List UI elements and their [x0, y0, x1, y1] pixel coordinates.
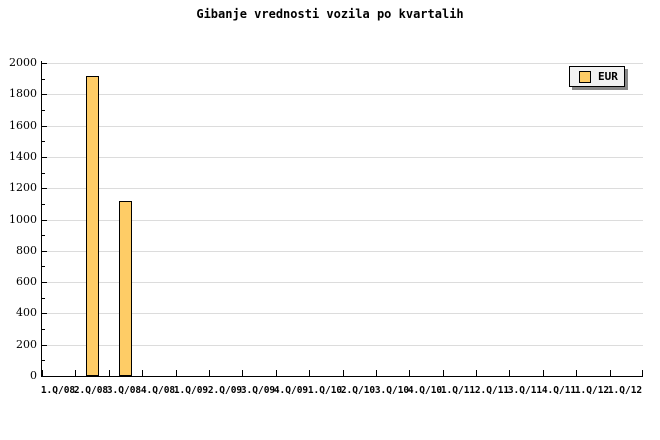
x-axis-label: 2.Q/11: [474, 385, 510, 396]
x-axis-label: 1.Q/10: [307, 385, 343, 396]
y-axis-tick: [42, 220, 47, 221]
y-axis-tick: [42, 94, 47, 95]
x-axis-tick: [75, 370, 76, 376]
gridline: [42, 188, 643, 189]
x-axis-tick: [42, 370, 43, 376]
y-axis-label: 200: [16, 338, 37, 351]
y-axis-minor-tick: [42, 141, 45, 142]
gridline: [42, 94, 643, 95]
gridline: [42, 313, 643, 314]
x-axis-tick: [242, 370, 243, 376]
x-axis-label: 4.Q/11: [541, 385, 577, 396]
x-axis-label: 1.Q/08: [40, 385, 76, 396]
y-axis-label: 1800: [9, 87, 37, 100]
gridline: [42, 345, 643, 346]
y-axis-tick: [42, 313, 47, 314]
x-axis-label: 3.Q/10: [374, 385, 410, 396]
y-axis-tick: [42, 251, 47, 252]
y-axis-tick: [42, 157, 47, 158]
x-axis-tick: [642, 370, 643, 376]
y-axis-tick: [42, 282, 47, 283]
y-axis-minor-tick: [42, 360, 45, 361]
y-axis-label: 2000: [9, 56, 37, 69]
x-axis-tick: [443, 370, 444, 376]
plot-area: [41, 61, 643, 377]
gridline: [42, 220, 643, 221]
x-axis-tick: [343, 370, 344, 376]
y-axis-tick: [42, 126, 47, 127]
x-axis-label: 1.Q/11: [440, 385, 476, 396]
y-axis-minor-tick: [42, 173, 45, 174]
y-axis-minor-tick: [42, 298, 45, 299]
x-axis-tick: [109, 370, 110, 376]
legend: EUR: [569, 66, 625, 87]
chart-title: Gibanje vrednosti vozila po kvartalih: [196, 7, 464, 21]
y-axis-minor-tick: [42, 266, 45, 267]
y-axis-label: 1600: [9, 119, 37, 132]
x-axis-tick: [476, 370, 477, 376]
x-axis-label: 3.Q/08: [106, 385, 142, 396]
y-axis-minor-tick: [42, 110, 45, 111]
x-axis-label: 2.Q/10: [340, 385, 376, 396]
legend-label: EUR: [598, 70, 618, 83]
x-axis-tick: [376, 370, 377, 376]
gridline: [42, 157, 643, 158]
y-axis-minor-tick: [42, 235, 45, 236]
y-axis-label: 800: [16, 244, 37, 257]
x-axis-label: 2.Q/08: [73, 385, 109, 396]
y-axis-minor-tick: [42, 79, 45, 80]
x-axis-label: 3.Q/11: [507, 385, 543, 396]
x-axis-tick: [509, 370, 510, 376]
x-axis-label: 4.Q/09: [273, 385, 309, 396]
y-axis-tick: [42, 345, 47, 346]
y-axis-label: 600: [16, 275, 37, 288]
bar: [86, 76, 99, 376]
legend-swatch-icon: [579, 70, 591, 83]
y-axis-label: 0: [30, 369, 37, 382]
x-axis-tick: [409, 370, 410, 376]
x-axis-label: 4.Q/08: [140, 385, 176, 396]
x-axis-tick: [209, 370, 210, 376]
gridline: [42, 251, 643, 252]
x-axis-tick: [276, 370, 277, 376]
x-axis-tick: [543, 370, 544, 376]
x-axis-label: 3.Q/09: [240, 385, 276, 396]
y-axis-label: 1200: [9, 181, 37, 194]
y-axis-label: 400: [16, 306, 37, 319]
y-axis-label: 1000: [9, 213, 37, 226]
x-axis-label: 4.Q/10: [407, 385, 443, 396]
x-axis-label: 1.Q/12: [574, 385, 610, 396]
bar: [119, 201, 132, 376]
x-axis-label: 2.Q/09: [207, 385, 243, 396]
y-axis-label: 1400: [9, 150, 37, 163]
x-axis-tick: [176, 370, 177, 376]
gridline: [42, 282, 643, 283]
gridline: [42, 126, 643, 127]
gridline: [42, 63, 643, 64]
x-axis-tick: [309, 370, 310, 376]
y-axis-tick: [42, 188, 47, 189]
x-axis-label: 1.Q/12: [607, 385, 643, 396]
x-axis-tick: [576, 370, 577, 376]
x-axis-tick: [610, 370, 611, 376]
x-axis-label: 1.Q/09: [173, 385, 209, 396]
x-axis-tick: [142, 370, 143, 376]
y-axis-minor-tick: [42, 204, 45, 205]
y-axis-minor-tick: [42, 329, 45, 330]
y-axis-tick: [42, 63, 47, 64]
